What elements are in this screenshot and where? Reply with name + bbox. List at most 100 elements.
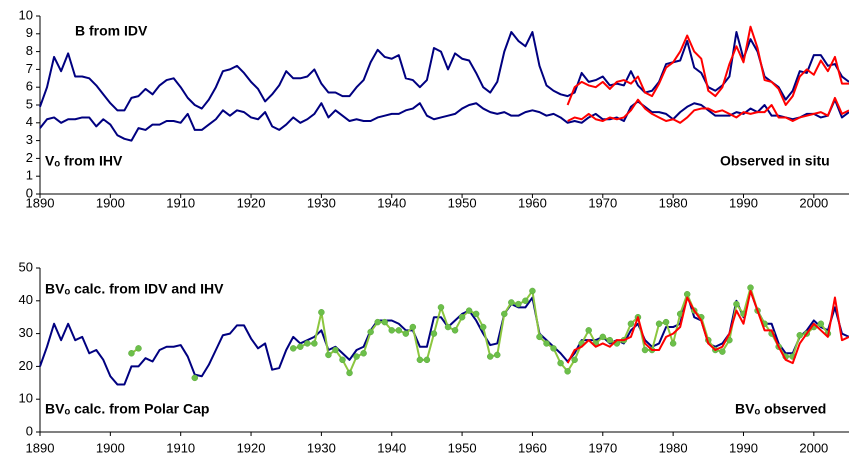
data-point	[817, 320, 825, 328]
data-point	[606, 336, 614, 344]
y-tick-label: 0	[26, 423, 33, 438]
data-point	[458, 313, 466, 321]
data-point	[683, 290, 691, 298]
data-point	[508, 299, 515, 306]
data-point	[796, 331, 804, 339]
x-tick-label: 1890	[26, 440, 55, 455]
data-point	[479, 323, 487, 331]
data-point	[325, 351, 332, 359]
x-tick-label: 1900	[96, 195, 125, 210]
series-line	[130, 286, 829, 374]
data-point	[346, 369, 353, 377]
x-tick-label: 1920	[237, 195, 266, 210]
x-tick-label: 1930	[307, 440, 336, 455]
data-point	[550, 345, 557, 352]
data-point	[669, 340, 677, 347]
data-point	[536, 333, 543, 341]
y-tick-label: 0	[26, 185, 33, 200]
legend-label: BVₒ calc. from Polar Cap	[45, 401, 209, 417]
data-point	[494, 351, 501, 359]
series-line	[567, 96, 849, 124]
data-point	[332, 346, 339, 354]
data-point	[304, 340, 311, 347]
y-tick-label: 2	[26, 150, 33, 165]
y-tick-label: 1	[26, 168, 33, 183]
x-tick-label: 1940	[377, 440, 406, 455]
data-point	[339, 356, 346, 364]
data-point	[501, 310, 508, 318]
data-point	[388, 327, 395, 334]
series-line	[39, 98, 849, 142]
legend-label: BVₒ calc. from IDV and IHV	[45, 281, 224, 297]
x-tick-label: 1920	[237, 440, 266, 455]
data-point	[529, 287, 536, 295]
legend-label: B from IDV	[75, 23, 148, 39]
y-tick-label: 40	[19, 292, 33, 307]
data-point	[564, 368, 571, 375]
y-tick-label: 5	[26, 96, 33, 111]
data-point	[641, 346, 649, 354]
x-tick-label: 1960	[518, 440, 547, 455]
y-tick-label: 50	[19, 259, 33, 274]
x-tick-label: 2000	[799, 195, 828, 210]
x-tick-label: 1890	[26, 195, 55, 210]
y-tick-label: 30	[19, 325, 33, 340]
data-point	[311, 340, 318, 347]
series-line	[566, 25, 849, 106]
x-tick-label: 1950	[448, 195, 477, 210]
legend-label: Observed in situ	[720, 153, 830, 169]
data-point	[374, 318, 381, 326]
data-point	[444, 323, 452, 331]
data-point	[747, 284, 754, 291]
y-tick-label: 20	[19, 358, 33, 373]
data-point	[381, 318, 388, 326]
data-point	[451, 327, 459, 334]
y-tick-label: 6	[26, 79, 33, 94]
x-tick-label: 1930	[307, 195, 336, 210]
data-point	[353, 353, 360, 360]
data-point	[430, 330, 438, 337]
data-point	[655, 320, 663, 328]
data-point	[128, 350, 135, 357]
series-line	[566, 289, 849, 365]
y-tick-label: 10	[19, 7, 33, 22]
x-tick-label: 1990	[729, 440, 758, 455]
data-point	[402, 330, 410, 337]
data-point	[297, 343, 304, 350]
x-tick-label: 2000	[799, 440, 828, 455]
data-point	[135, 345, 142, 352]
x-tick-label: 1910	[166, 440, 195, 455]
data-point	[290, 345, 297, 352]
x-tick-label: 1900	[96, 440, 125, 455]
x-tick-label: 1980	[659, 195, 688, 210]
data-point	[191, 374, 199, 382]
series-line	[39, 31, 849, 112]
data-point	[515, 300, 522, 308]
data-point	[599, 333, 607, 341]
x-tick-label: 1970	[588, 195, 617, 210]
data-point	[522, 297, 529, 305]
x-tick-label: 1970	[588, 440, 617, 455]
data-point	[719, 348, 726, 355]
x-tick-label: 1990	[729, 195, 758, 210]
data-point	[486, 353, 494, 360]
data-point	[662, 318, 670, 326]
series-line	[39, 289, 849, 386]
x-tick-label: 1960	[518, 195, 547, 210]
x-tick-label: 1940	[377, 195, 406, 210]
data-point	[437, 304, 445, 311]
data-point	[416, 356, 424, 364]
y-tick-label: 3	[26, 132, 33, 147]
legend-label: BVₒ observed	[735, 401, 826, 417]
data-point	[423, 356, 431, 364]
data-point	[585, 327, 592, 334]
legend-label: Vₒ from IHV	[45, 153, 123, 169]
data-point	[543, 340, 550, 347]
data-point	[409, 323, 417, 331]
x-tick-label: 1980	[659, 440, 688, 455]
data-point	[733, 300, 740, 308]
data-point	[627, 320, 635, 328]
data-point	[571, 356, 578, 364]
data-point	[557, 359, 564, 367]
